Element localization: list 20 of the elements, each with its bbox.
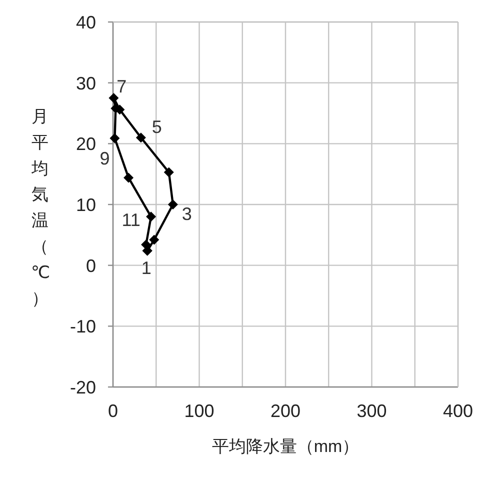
y-tick-label: 30 — [76, 73, 96, 94]
x-tick-label: 400 — [442, 401, 474, 421]
x-axis-title: 平均降水量（mm） — [212, 437, 360, 456]
annotation: 11 — [122, 210, 140, 230]
x-tick-label: 0 — [108, 401, 118, 421]
x-tick-label: 200 — [270, 401, 301, 421]
x-tick-label: 100 — [184, 401, 214, 421]
y-tick-label: -20 — [70, 378, 96, 398]
x-tick-label: 300 — [356, 401, 387, 421]
y-tick-label: -10 — [70, 316, 96, 337]
y-tick-label: 0 — [86, 256, 96, 276]
y-tick-label: 40 — [76, 12, 96, 32]
annotation: 5 — [152, 117, 162, 138]
annotation: 1 — [141, 258, 152, 278]
y-tick-label: 10 — [76, 195, 96, 215]
annotation: 7 — [116, 76, 127, 97]
y-tick-label: 20 — [76, 134, 96, 154]
y-axis-title: 月平均気温（℃） — [31, 106, 49, 310]
annotation: 3 — [182, 204, 192, 224]
annotation: 9 — [100, 148, 110, 169]
